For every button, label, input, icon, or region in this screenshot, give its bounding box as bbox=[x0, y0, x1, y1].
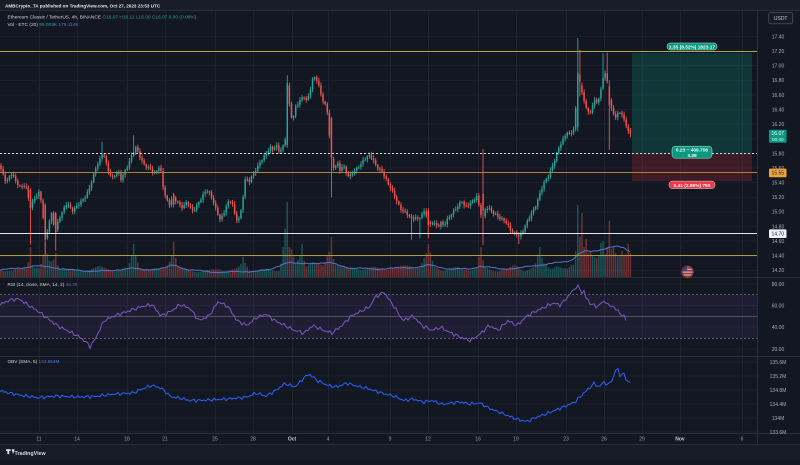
svg-text:USDT: USDT bbox=[774, 16, 788, 22]
svg-text:3.29: 3.29 bbox=[687, 153, 697, 159]
svg-text:15.55: 15.55 bbox=[772, 171, 785, 177]
svg-text:Ethereum Classic / TetherUS, 4: Ethereum Classic / TetherUS, 4h, BINANCE… bbox=[8, 14, 197, 20]
svg-text:TradingView: TradingView bbox=[15, 451, 47, 457]
svg-text:0.23 − 409.756: 0.23 − 409.756 bbox=[676, 147, 708, 153]
svg-text:6: 6 bbox=[741, 437, 744, 443]
svg-text:19: 19 bbox=[513, 437, 519, 443]
svg-text:00:40: 00:40 bbox=[772, 137, 784, 142]
svg-text:14.40: 14.40 bbox=[772, 254, 785, 260]
svg-text:14.70: 14.70 bbox=[772, 232, 785, 238]
svg-text:0.41 (2.99%) 750: 0.41 (2.99%) 750 bbox=[674, 183, 711, 189]
svg-text:AMBCrypto_TA published on Trad: AMBCrypto_TA published on TradingView.co… bbox=[5, 3, 161, 8]
svg-text:60.00: 60.00 bbox=[772, 303, 785, 309]
svg-text:18: 18 bbox=[124, 437, 130, 443]
svg-text:15.00: 15.00 bbox=[772, 210, 785, 216]
svg-text:16.60: 16.60 bbox=[772, 93, 785, 99]
svg-text:25: 25 bbox=[212, 437, 218, 443]
svg-text:15.20: 15.20 bbox=[772, 195, 785, 201]
svg-text:80.00: 80.00 bbox=[772, 282, 785, 288]
svg-text:134.8M: 134.8M bbox=[770, 388, 787, 394]
svg-text:15.80: 15.80 bbox=[772, 151, 785, 157]
svg-text:16.20: 16.20 bbox=[772, 122, 785, 128]
svg-text:Vol · ETC (20) 99.003K 175.114: Vol · ETC (20) 99.003K 175.114K bbox=[8, 22, 80, 28]
svg-text:11: 11 bbox=[36, 437, 41, 443]
svg-text:23: 23 bbox=[563, 437, 569, 443]
svg-text:135.2M: 135.2M bbox=[770, 374, 787, 380]
svg-text:20.00: 20.00 bbox=[772, 347, 785, 353]
svg-text:16: 16 bbox=[475, 437, 481, 443]
svg-text:26: 26 bbox=[601, 437, 607, 443]
svg-text:17.20: 17.20 bbox=[772, 49, 785, 55]
svg-text:14.20: 14.20 bbox=[772, 268, 785, 274]
svg-text:15.40: 15.40 bbox=[772, 181, 785, 187]
svg-text:17.40: 17.40 bbox=[772, 34, 785, 40]
svg-text:16.80: 16.80 bbox=[772, 78, 785, 84]
svg-text:16.40: 16.40 bbox=[772, 107, 785, 113]
svg-text:29: 29 bbox=[639, 437, 645, 443]
svg-text:14.80: 14.80 bbox=[772, 224, 785, 230]
svg-text:133.6M: 133.6M bbox=[770, 430, 787, 436]
svg-text:4: 4 bbox=[327, 437, 330, 443]
svg-text:14: 14 bbox=[74, 437, 80, 443]
svg-text:134.4M: 134.4M bbox=[770, 402, 787, 408]
svg-text:RSI (14, close, SMA, 14, 2) 45: RSI (14, close, SMA, 14, 2) 45.38 bbox=[8, 282, 78, 287]
svg-text:134M: 134M bbox=[772, 416, 785, 422]
svg-text:12: 12 bbox=[425, 437, 431, 443]
svg-text:21: 21 bbox=[162, 437, 168, 443]
svg-text:Nov: Nov bbox=[675, 437, 685, 443]
svg-text:17.00: 17.00 bbox=[772, 64, 785, 70]
svg-text:OBV (SMA, 5) 134.864M: OBV (SMA, 5) 134.864M bbox=[8, 359, 60, 364]
svg-text:Oct: Oct bbox=[288, 437, 297, 443]
svg-text:9: 9 bbox=[389, 437, 392, 443]
svg-text:16.07: 16.07 bbox=[772, 131, 785, 137]
svg-text:28: 28 bbox=[250, 437, 256, 443]
svg-text:14.60: 14.60 bbox=[772, 239, 785, 245]
svg-text:135.6M: 135.6M bbox=[770, 360, 787, 366]
svg-text:40.00: 40.00 bbox=[772, 325, 785, 331]
svg-text:1.35 (8.52%) 1823.17: 1.35 (8.52%) 1823.17 bbox=[669, 45, 715, 51]
